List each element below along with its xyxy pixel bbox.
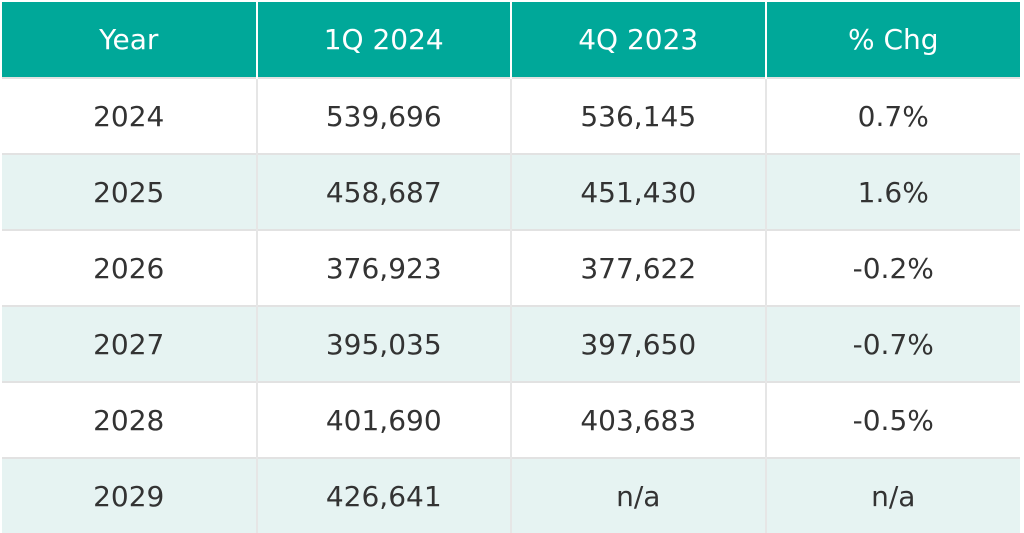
table-cell: 536,145 — [511, 77, 767, 154]
table-cell: 403,683 — [511, 381, 767, 458]
table-cell: 539,696 — [256, 77, 512, 154]
table-cell: -0.2% — [765, 229, 1020, 306]
header-cell: Year — [2, 2, 258, 78]
table-cell: 1.6% — [765, 153, 1020, 230]
table-cell: 2028 — [2, 381, 258, 458]
table-row: 2025 458,687 451,430 1.6% — [2, 153, 1020, 230]
table-cell: 458,687 — [256, 153, 512, 230]
table-cell: 376,923 — [256, 229, 512, 306]
table-cell: 377,622 — [511, 229, 767, 306]
table-cell: 395,035 — [256, 305, 512, 382]
table-row: 2026 376,923 377,622 -0.2% — [2, 229, 1020, 306]
table-cell: 2025 — [2, 153, 258, 230]
table-cell: 0.7% — [765, 77, 1020, 154]
table-row: 2028 401,690 403,683 -0.5% — [2, 381, 1020, 458]
table-row: 2029 426,641 n/a n/a — [2, 457, 1020, 533]
table-cell: 2026 — [2, 229, 258, 306]
table-cell: -0.7% — [765, 305, 1020, 382]
table-cell: 2029 — [2, 457, 258, 533]
table-row: 2027 395,035 397,650 -0.7% — [2, 305, 1020, 382]
table-cell: 426,641 — [256, 457, 512, 533]
header-row: Year 1Q 2024 4Q 2023% Chg — [2, 2, 1020, 78]
table-cell: 397,650 — [511, 305, 767, 382]
table-cell: 451,430 — [511, 153, 767, 230]
table-body: 2024 539,696 536,145 0.7% 2025 458,687 451,430… — [2, 77, 1020, 533]
table-cell: 2024 — [2, 77, 258, 154]
table-cell: -0.5% — [765, 381, 1020, 458]
table-row: 2024 539,696 536,145 0.7% — [2, 77, 1020, 154]
table-cell: 2027 — [2, 305, 258, 382]
table-cell: n/a — [765, 457, 1020, 533]
table-cell: n/a — [511, 457, 767, 533]
header-cell: 4Q 2023 — [511, 2, 767, 78]
header-cell: 1Q 2024 — [256, 2, 512, 78]
table-cell: 401,690 — [256, 381, 512, 458]
header-cell: % Chg — [765, 2, 1020, 78]
